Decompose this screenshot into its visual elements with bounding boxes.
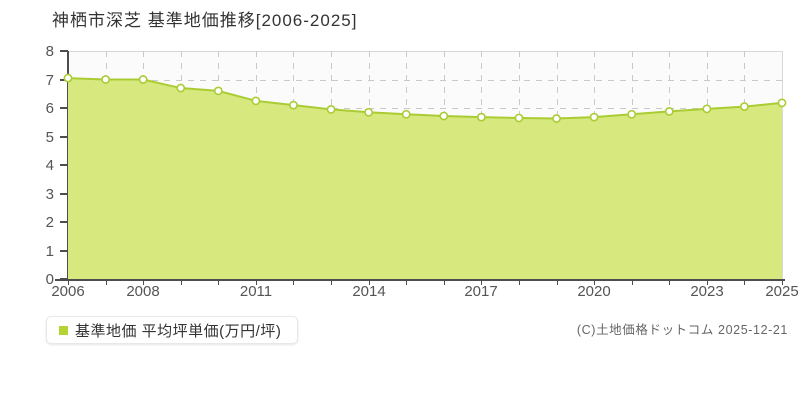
- x-axis-tick: [406, 279, 407, 285]
- gridline-horizontal: [68, 222, 782, 223]
- y-axis-tick: [60, 193, 68, 195]
- page-title: 神栖市深芝 基準地価推移[2006-2025]: [52, 11, 358, 30]
- x-axis-tick: [744, 279, 745, 285]
- x-axis-tick-label: 2017: [464, 283, 498, 300]
- x-axis-tick: [519, 279, 520, 285]
- x-axis-line: [55, 279, 785, 281]
- y-axis-tick-label: 5: [45, 129, 54, 146]
- y-axis-tick: [60, 250, 68, 252]
- plot-border-right: [782, 51, 783, 280]
- gridline-vertical: [293, 51, 294, 279]
- legend-label: 基準地価 平均坪単価(万円/坪): [75, 322, 282, 340]
- gridline-vertical: [106, 51, 107, 279]
- x-axis-tick-label: 2011: [239, 283, 273, 300]
- x-axis-tick: [143, 279, 144, 285]
- x-axis-tick: [481, 279, 482, 285]
- x-axis-tick: [106, 279, 107, 285]
- gridline-horizontal: [68, 80, 782, 81]
- y-axis-tick: [60, 136, 68, 138]
- x-axis-tick-label: 2006: [51, 283, 85, 300]
- gridline-vertical: [406, 51, 407, 279]
- gridline-vertical: [331, 51, 332, 279]
- y-axis-tick-label: 7: [45, 72, 54, 89]
- x-axis-tick-label: 2020: [577, 283, 611, 300]
- gridline-vertical: [519, 51, 520, 279]
- x-axis-tick: [594, 279, 595, 285]
- y-axis-tick: [60, 107, 68, 109]
- legend[interactable]: 基準地価 平均坪単価(万円/坪): [46, 316, 299, 344]
- gridline-vertical: [481, 51, 482, 279]
- gridline-vertical: [369, 51, 370, 279]
- x-axis-tick: [782, 279, 783, 285]
- gridline-vertical: [444, 51, 445, 279]
- x-axis-tick: [707, 279, 708, 285]
- y-axis-tick-label: 0: [45, 271, 54, 288]
- x-axis-tick: [218, 279, 219, 285]
- y-axis-line: [67, 51, 69, 280]
- gridline-horizontal: [68, 137, 782, 138]
- x-axis-tick-label: 2025: [765, 283, 799, 300]
- gridline-horizontal: [68, 194, 782, 195]
- x-axis-tick: [369, 279, 370, 285]
- x-axis-tick: [669, 279, 670, 285]
- y-axis-tick-label: 4: [45, 157, 54, 174]
- x-axis-tick-label: 2008: [126, 283, 160, 300]
- gridline-vertical: [557, 51, 558, 279]
- x-axis-tick: [68, 279, 69, 285]
- y-axis-tick-label: 2: [45, 214, 54, 231]
- gridline-vertical: [669, 51, 670, 279]
- gridline-horizontal: [68, 165, 782, 166]
- gridline-vertical: [707, 51, 708, 279]
- x-axis-tick: [293, 279, 294, 285]
- legend-swatch-icon: [59, 325, 68, 335]
- gridline-vertical: [632, 51, 633, 279]
- x-axis-tick-label: 2014: [352, 283, 386, 300]
- y-axis-tick: [60, 221, 68, 223]
- gridline-vertical: [181, 51, 182, 279]
- gridline-vertical: [143, 51, 144, 279]
- x-axis-tick: [444, 279, 445, 285]
- x-axis-tick-label: 2023: [690, 283, 724, 300]
- y-axis-tick-label: 1: [45, 243, 54, 260]
- x-axis-tick: [331, 279, 332, 285]
- copyright-text: (C)土地価格ドットコム 2025-12-21: [576, 323, 788, 337]
- gridline-vertical: [218, 51, 219, 279]
- x-axis-tick: [181, 279, 182, 285]
- x-axis-tick: [256, 279, 257, 285]
- gridline-vertical: [594, 51, 595, 279]
- gridline-horizontal: [68, 108, 782, 109]
- x-axis-tick: [557, 279, 558, 285]
- y-axis-tick-label: 6: [45, 100, 54, 117]
- y-axis-tick: [60, 50, 68, 52]
- gridline-vertical: [744, 51, 745, 279]
- gridline-vertical: [256, 51, 257, 279]
- y-axis-tick-label: 8: [45, 43, 54, 60]
- x-axis-tick: [632, 279, 633, 285]
- plot-border-top: [68, 51, 782, 52]
- y-axis-tick-label: 3: [45, 186, 54, 203]
- gridline-horizontal: [68, 251, 782, 252]
- y-axis-tick: [60, 164, 68, 166]
